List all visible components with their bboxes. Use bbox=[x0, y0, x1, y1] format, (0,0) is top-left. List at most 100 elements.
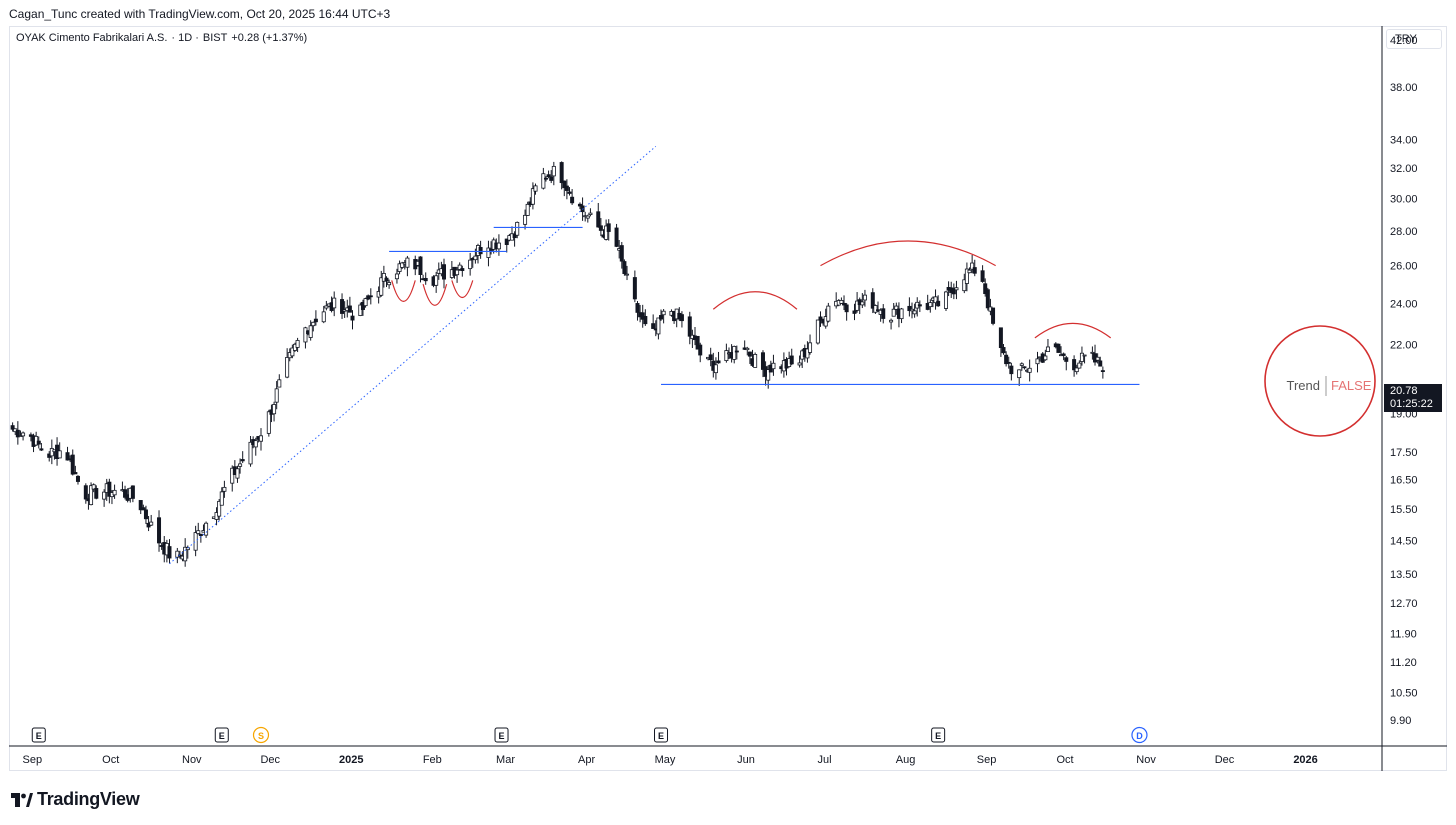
candle bbox=[570, 189, 575, 205]
candle-body bbox=[604, 225, 609, 240]
trend-annotation[interactable]: Trend FALSE bbox=[1264, 325, 1376, 437]
candle-body bbox=[387, 282, 392, 286]
candle bbox=[1074, 364, 1079, 375]
candle-body bbox=[240, 459, 245, 462]
candle-body bbox=[89, 485, 94, 506]
candle-body bbox=[308, 325, 313, 338]
candle bbox=[771, 354, 776, 376]
candle bbox=[985, 287, 990, 311]
candle bbox=[619, 241, 624, 269]
candle bbox=[980, 265, 985, 283]
candle-body bbox=[659, 315, 664, 320]
candle bbox=[10, 422, 15, 432]
candle-body bbox=[358, 304, 363, 316]
candle-body bbox=[1001, 347, 1006, 354]
candle bbox=[881, 304, 886, 324]
candle bbox=[1001, 344, 1006, 355]
candle bbox=[625, 265, 630, 281]
candle-body bbox=[839, 300, 844, 304]
candle-body bbox=[826, 305, 831, 322]
candle bbox=[656, 317, 661, 340]
candle-body bbox=[235, 468, 240, 479]
earnings-event-icon: E bbox=[931, 727, 946, 743]
candle bbox=[708, 347, 713, 367]
event-frame bbox=[654, 727, 669, 743]
candle bbox=[73, 465, 78, 475]
last-price-value: 20.78 bbox=[1390, 385, 1418, 397]
candle bbox=[643, 309, 648, 326]
candle bbox=[546, 170, 551, 179]
y-tick-label: 14.50 bbox=[1390, 535, 1418, 547]
tradingview-logo[interactable]: TradingView bbox=[11, 789, 140, 810]
candle-body bbox=[394, 273, 399, 280]
event-letter: S bbox=[258, 731, 264, 741]
candle bbox=[15, 421, 20, 445]
candle-body bbox=[894, 305, 899, 310]
earnings-event-icon: E bbox=[31, 727, 46, 743]
y-tick-label: 12.70 bbox=[1390, 598, 1418, 610]
candle bbox=[89, 482, 94, 506]
candle-body bbox=[964, 268, 969, 284]
candle-body bbox=[870, 292, 875, 309]
candle bbox=[789, 348, 794, 366]
symbol-legend[interactable]: OYAK Cimento Fabrikalari A.S. · 1D · BIST +… bbox=[16, 32, 311, 44]
candle bbox=[1061, 352, 1066, 361]
currency-selector[interactable]: TRY bbox=[1386, 29, 1442, 49]
candle-body bbox=[530, 188, 535, 205]
candle-body bbox=[473, 255, 478, 261]
x-tick-label: Sep bbox=[23, 754, 43, 766]
candle-body bbox=[196, 530, 201, 534]
dome-arc bbox=[1034, 322, 1112, 339]
candle bbox=[695, 335, 700, 350]
candle-body bbox=[899, 308, 904, 320]
candle bbox=[543, 176, 548, 182]
candle-body bbox=[167, 546, 172, 559]
earnings-event-icon: E bbox=[214, 727, 229, 743]
candle-body bbox=[138, 500, 143, 511]
x-tick-label: Nov bbox=[182, 754, 202, 766]
candle bbox=[661, 309, 666, 324]
candle bbox=[991, 307, 996, 326]
x-tick-label: Dec bbox=[260, 754, 280, 766]
candle-body bbox=[562, 180, 567, 189]
candle-body bbox=[708, 354, 713, 361]
candle-body bbox=[75, 475, 80, 482]
candle bbox=[839, 297, 844, 305]
candle bbox=[1082, 354, 1087, 364]
candle-body bbox=[695, 335, 700, 350]
y-tick-label: 16.50 bbox=[1390, 475, 1418, 487]
candle bbox=[379, 270, 384, 297]
candle bbox=[468, 252, 473, 276]
candle bbox=[1072, 355, 1077, 377]
candle bbox=[606, 219, 611, 241]
symbol-interval: · 1D · bbox=[171, 32, 199, 44]
x-tick-label: Dec bbox=[1215, 754, 1235, 766]
candle bbox=[39, 443, 44, 452]
split-event-icon: S bbox=[252, 726, 270, 744]
candle-body bbox=[143, 509, 148, 520]
candle-body bbox=[379, 277, 384, 296]
candle-body bbox=[65, 452, 70, 461]
candle bbox=[983, 278, 988, 297]
candle-body bbox=[248, 441, 253, 465]
candle-body bbox=[543, 177, 548, 180]
cup-arc bbox=[422, 283, 448, 306]
candle-body bbox=[614, 227, 619, 247]
candle bbox=[1017, 369, 1022, 386]
candle-body bbox=[907, 305, 912, 312]
candle bbox=[295, 337, 300, 353]
y-tick-label: 10.50 bbox=[1390, 687, 1418, 699]
candle bbox=[1056, 343, 1061, 353]
candle-body bbox=[1061, 353, 1066, 356]
candle-body bbox=[455, 269, 460, 276]
candle-body bbox=[1100, 370, 1105, 372]
candle bbox=[222, 480, 227, 498]
candle-body bbox=[183, 546, 188, 562]
candle-body bbox=[619, 245, 624, 262]
candle bbox=[967, 267, 972, 274]
candle bbox=[1043, 349, 1048, 361]
candle bbox=[753, 352, 758, 368]
candle bbox=[238, 458, 243, 474]
candle-body bbox=[1027, 367, 1032, 373]
